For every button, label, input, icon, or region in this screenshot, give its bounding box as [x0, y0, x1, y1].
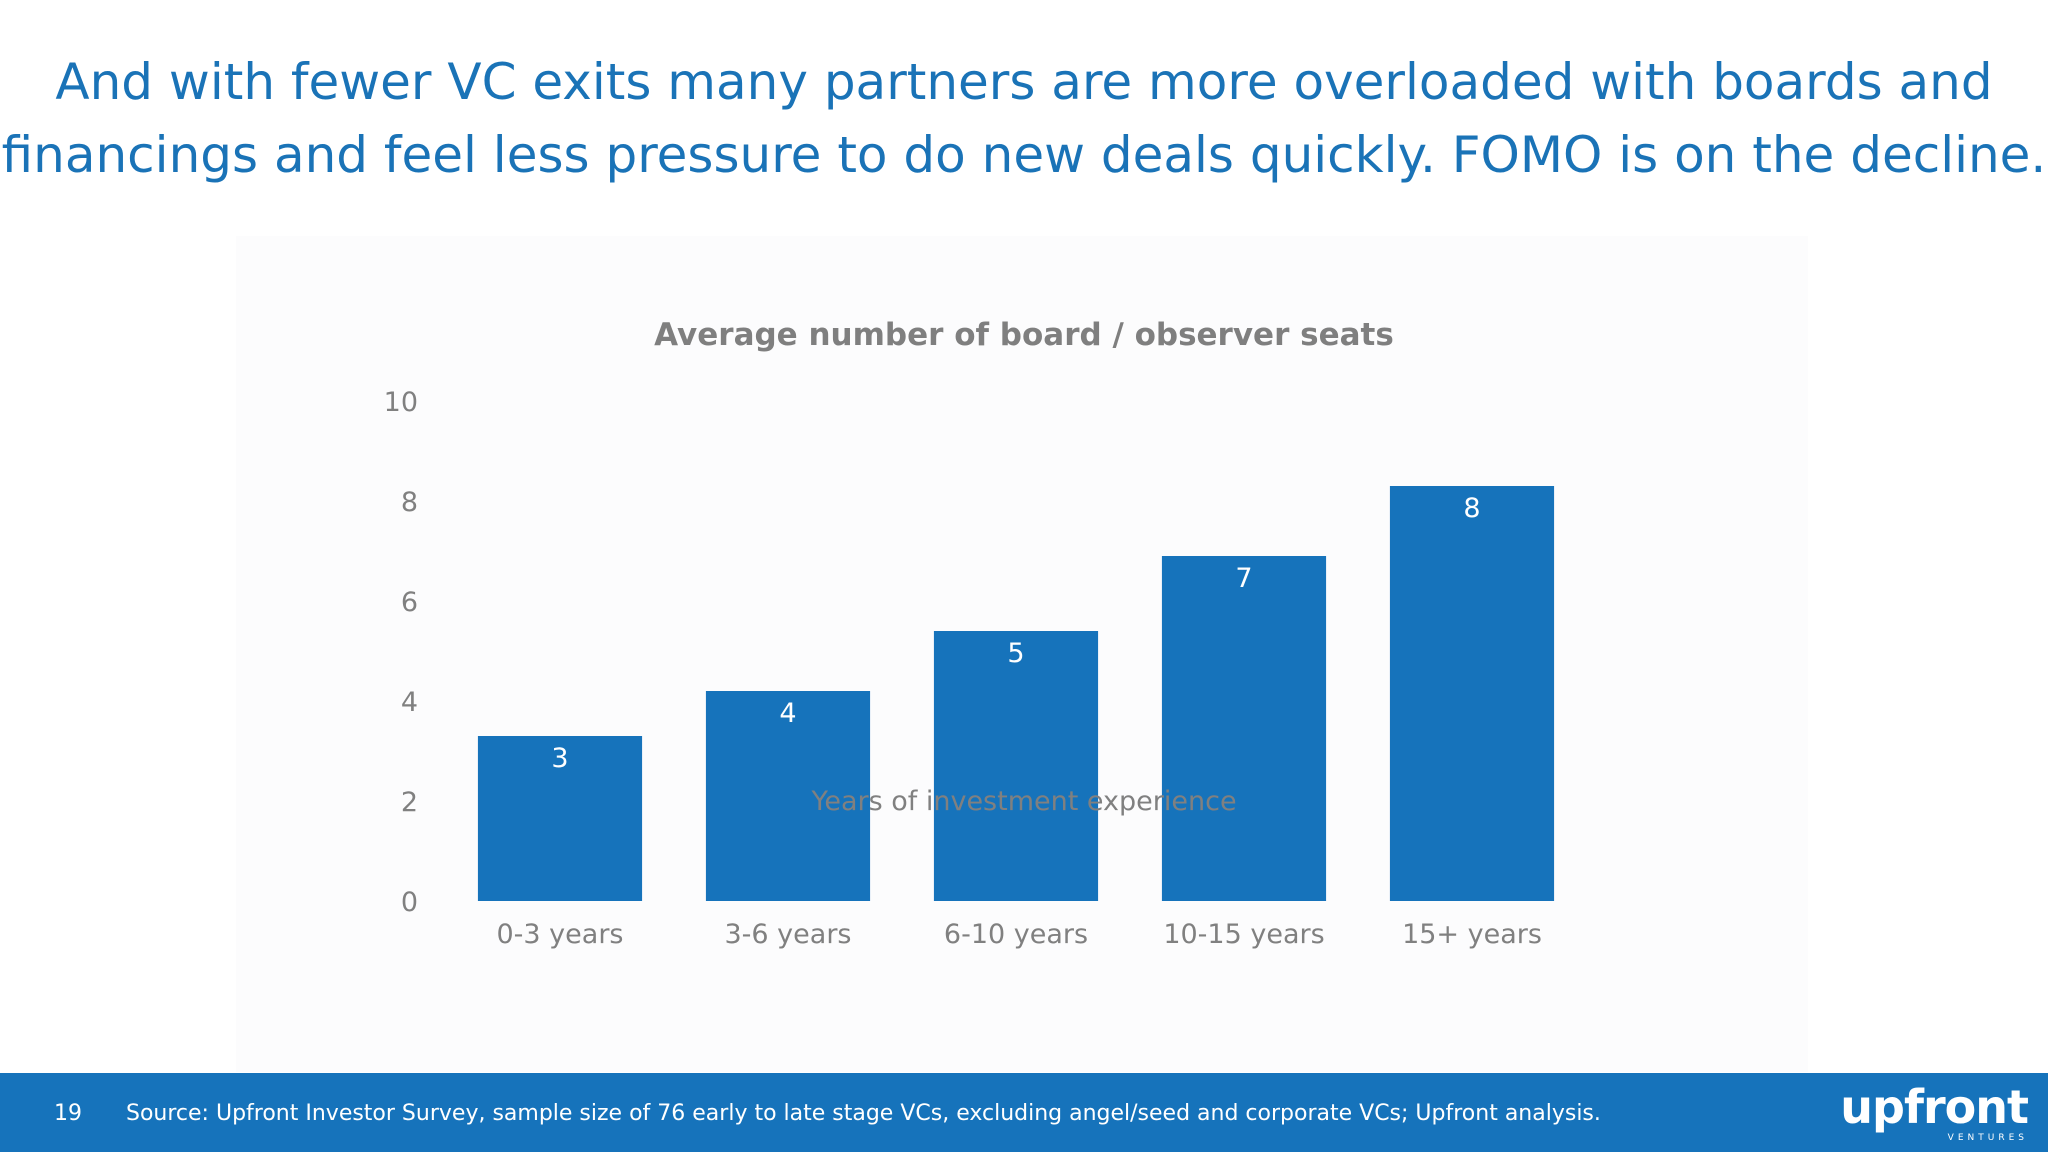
- chart-panel: Average number of board / observer seats…: [236, 236, 1808, 1072]
- x-tick-label: 0-3 years: [497, 919, 624, 950]
- bar-data-label: 5: [1007, 638, 1024, 669]
- y-tick-label: 6: [401, 587, 418, 618]
- y-tick-label: 4: [401, 687, 418, 718]
- bar: [1161, 556, 1327, 901]
- page-number: 19: [54, 1101, 82, 1126]
- bar-data-label: 3: [551, 743, 568, 774]
- x-axis-ticks: 0-3 years 3-6 years 6-10 years 10-15 years 1…: [497, 919, 1542, 950]
- x-tick-label: 10-15 years: [1163, 919, 1324, 950]
- x-axis-label: Years of investment experience: [810, 786, 1236, 817]
- headline-line-2: financings and feel less pressure to do …: [1, 126, 2047, 184]
- y-tick-label: 8: [401, 487, 418, 518]
- bar-chart: Average number of board / observer seats…: [384, 317, 1555, 950]
- source-note: Source: Upfront Investor Survey, sample …: [126, 1101, 1601, 1126]
- y-tick-label: 2: [401, 787, 418, 818]
- y-tick-label: 10: [384, 387, 418, 418]
- x-tick-label: 3-6 years: [725, 919, 852, 950]
- headline: And with fewer VC exits many partners ar…: [0, 46, 2048, 192]
- logo-subtext: VENTURES: [1947, 1133, 2028, 1143]
- logo-wordmark: upfront: [1840, 1080, 2029, 1134]
- bar: [1389, 486, 1555, 901]
- bar-data-label: 8: [1463, 493, 1480, 524]
- bar-data-label: 7: [1235, 563, 1252, 594]
- footer-bar: 19 Source: Upfront Investor Survey, samp…: [0, 1073, 2048, 1152]
- bar-data-label: 4: [779, 698, 796, 729]
- x-tick-label: 6-10 years: [944, 919, 1088, 950]
- y-axis-ticks: 0 2 4 6 8 10: [384, 387, 418, 918]
- x-tick-label: 15+ years: [1402, 919, 1542, 950]
- upfront-logo: upfront VENTURES: [1828, 1080, 2029, 1147]
- bar: [933, 631, 1099, 901]
- bars: 3 4 5 7 8: [477, 486, 1555, 901]
- bar: [705, 691, 871, 901]
- y-tick-label: 0: [401, 887, 418, 918]
- chart-title: Average number of board / observer seats: [654, 317, 1394, 353]
- bar: [477, 736, 643, 901]
- headline-line-1: And with fewer VC exits many partners ar…: [55, 53, 1993, 111]
